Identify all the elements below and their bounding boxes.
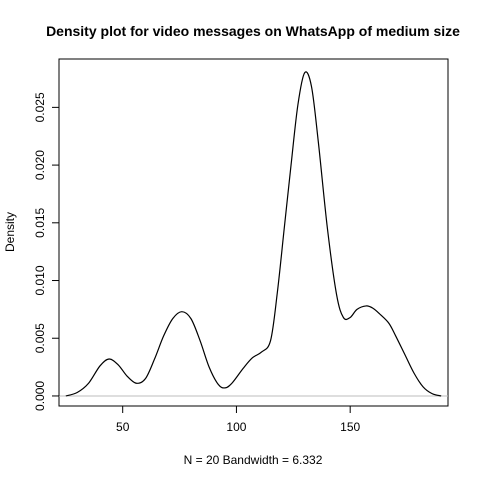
x-tick-label: 150: [340, 420, 360, 434]
y-tick-label: 0.005: [33, 323, 47, 353]
density-curve: [65, 71, 442, 397]
y-axis-label: Density: [3, 212, 17, 252]
x-tick-label: 100: [226, 420, 246, 434]
y-tick-label: 0.010: [33, 265, 47, 295]
y-tick-label: 0.015: [33, 207, 47, 237]
y-tick-label: 0.020: [33, 150, 47, 180]
x-axis: 50 100 150: [116, 405, 361, 434]
x-tick-label: 50: [116, 420, 130, 434]
plot-area-box: [58, 58, 449, 407]
y-tick-label: 0.000: [33, 381, 47, 411]
x-axis-label: N = 20 Bandwidth = 6.332: [184, 453, 323, 467]
y-axis: 0.000 0.005 0.010 0.015 0.020 0.025: [33, 92, 60, 411]
y-tick-label: 0.025: [33, 92, 47, 122]
chart-title: Density plot for video messages on Whats…: [46, 23, 460, 39]
